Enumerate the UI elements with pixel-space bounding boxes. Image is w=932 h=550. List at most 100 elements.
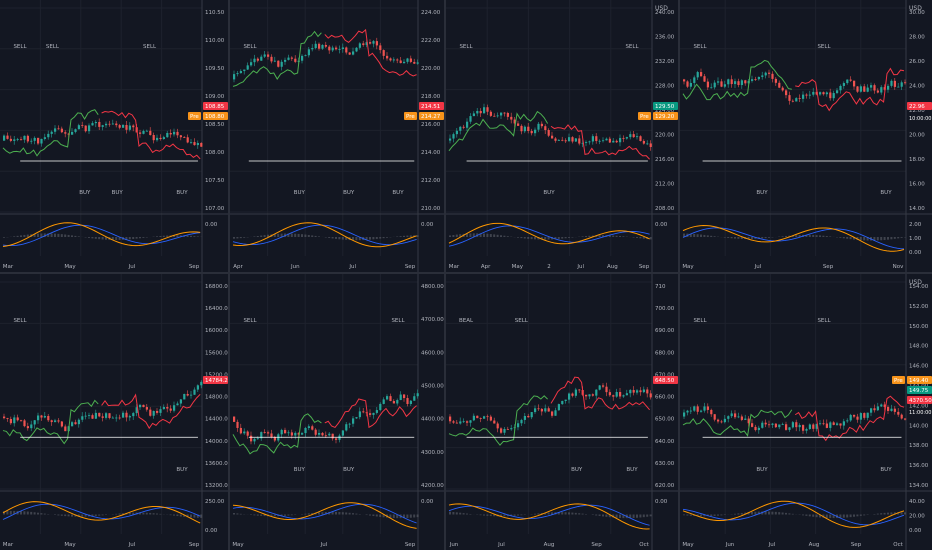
histogram-bar bbox=[842, 514, 845, 518]
histogram-bar bbox=[47, 233, 50, 237]
histogram-bar bbox=[642, 514, 645, 518]
candle-body bbox=[588, 141, 591, 143]
histogram-bar bbox=[808, 514, 811, 517]
trailing-stop-line bbox=[682, 59, 792, 101]
histogram-bar bbox=[118, 513, 121, 515]
candle-body bbox=[605, 138, 608, 141]
histogram-bar bbox=[128, 512, 131, 515]
chart-pane-8[interactable]: USD154.00152.00150.00148.00146.00144.001… bbox=[680, 274, 932, 550]
candle-body bbox=[101, 416, 104, 418]
candle-body bbox=[50, 420, 53, 423]
pane-divider[interactable] bbox=[0, 272, 932, 274]
candle-body bbox=[47, 133, 50, 138]
histogram-bar bbox=[33, 233, 36, 237]
candle-body bbox=[706, 81, 709, 88]
histogram-bar bbox=[111, 237, 114, 240]
candle-body bbox=[152, 135, 155, 141]
histogram-bar bbox=[520, 237, 523, 239]
time-tick-label: Apr bbox=[481, 264, 491, 270]
pane-divider[interactable] bbox=[228, 0, 230, 550]
candle-body bbox=[243, 431, 246, 434]
candle-body bbox=[757, 427, 760, 431]
candle-body bbox=[510, 428, 513, 430]
signal-label: SELL bbox=[817, 44, 831, 50]
candle-body bbox=[703, 76, 706, 82]
candle-body bbox=[683, 79, 686, 82]
candle-body bbox=[267, 432, 270, 434]
chart-pane-3[interactable]: USD 240.00 236.00 232.00 228.00 224.00 220.00 2… bbox=[446, 0, 678, 272]
pane-divider[interactable] bbox=[678, 0, 680, 550]
candle-body bbox=[506, 428, 509, 430]
histogram-bar bbox=[825, 514, 828, 518]
histogram-bar bbox=[256, 514, 259, 516]
histogram-bar bbox=[277, 233, 280, 237]
candle-body bbox=[608, 392, 611, 396]
candle-body bbox=[476, 110, 479, 114]
candle-body bbox=[632, 390, 635, 393]
histogram-bar bbox=[101, 514, 104, 516]
histogram-bar bbox=[406, 235, 409, 237]
candle-body bbox=[294, 58, 297, 62]
histogram-bar bbox=[125, 237, 128, 240]
price-badge-label: 14784.26 bbox=[205, 378, 228, 384]
candle-body bbox=[554, 138, 557, 141]
signal-label: BUY bbox=[176, 190, 188, 196]
time-tick-label: Jul bbox=[754, 264, 762, 270]
chart-pane-5[interactable]: 16800.00 16400.00 16000.00 15600.00 15200.00… bbox=[0, 274, 228, 550]
candle-body bbox=[730, 79, 733, 85]
candle-body bbox=[159, 409, 162, 413]
candle-body bbox=[280, 429, 283, 435]
histogram-bar bbox=[547, 512, 550, 515]
histogram-bar bbox=[122, 513, 124, 515]
chart-pane-2[interactable]: 224.00 222.00 220.00 218.00 216.00 214.00 212.… bbox=[230, 0, 444, 272]
histogram-bar bbox=[506, 514, 509, 517]
histogram-bar bbox=[236, 237, 239, 239]
histogram-bar bbox=[239, 237, 242, 239]
candle-body bbox=[459, 421, 462, 424]
histogram-bar bbox=[615, 514, 618, 518]
candle-body bbox=[829, 422, 832, 428]
pane-divider[interactable] bbox=[444, 0, 446, 550]
candle-body bbox=[554, 410, 557, 416]
chart-pane-7[interactable]: 710 700.00 690.00 680.00 670.00 660.00 650.00 6… bbox=[446, 274, 678, 550]
chart-svg: 710 700.00 690.00 680.00 670.00 660.00 650.00 6… bbox=[446, 274, 678, 550]
histogram-bar bbox=[166, 235, 169, 237]
chart-pane-1[interactable]: 110.50 110.00 109.50 109.00 108.50 108.00 107.… bbox=[0, 0, 228, 272]
histogram-bar bbox=[321, 512, 324, 515]
candle-body bbox=[98, 412, 101, 417]
histogram-bar bbox=[6, 511, 9, 515]
histogram-bar bbox=[622, 514, 625, 519]
histogram-bar bbox=[696, 234, 699, 237]
histogram-bar bbox=[372, 514, 375, 517]
candle-body bbox=[250, 435, 253, 442]
candle-body bbox=[88, 125, 91, 132]
candle-body bbox=[527, 415, 530, 418]
histogram-bar bbox=[233, 237, 235, 239]
candle-body bbox=[94, 412, 97, 419]
histogram-bar bbox=[700, 234, 702, 237]
histogram-bar bbox=[50, 233, 53, 237]
signal-label: BUY bbox=[880, 190, 892, 196]
histogram-bar bbox=[355, 237, 358, 241]
candle-body bbox=[585, 394, 588, 397]
price-tick-label: 218.00 bbox=[421, 94, 441, 100]
histogram-bar bbox=[887, 512, 889, 515]
price-tick-label: 146.00 bbox=[909, 364, 929, 370]
chart-pane-6[interactable]: 4800.00 4700.00 4600.00 4500.00 4400.00 4300.… bbox=[230, 274, 444, 550]
candle-body bbox=[853, 414, 856, 417]
candle-body bbox=[81, 125, 84, 126]
candle-body bbox=[328, 46, 331, 51]
candle-body bbox=[717, 81, 720, 83]
histogram-bar bbox=[54, 514, 56, 516]
histogram-bar bbox=[469, 233, 472, 237]
price-tick-label: 4800.00 bbox=[421, 284, 444, 290]
chart-pane-4[interactable]: USD 30.00 28.00 26.00 24.00 22.00 20.00 18.00 16… bbox=[680, 0, 932, 272]
candle-body bbox=[369, 42, 372, 44]
histogram-bar bbox=[335, 237, 337, 239]
histogram-bar bbox=[717, 514, 719, 516]
candle-body bbox=[81, 416, 84, 420]
histogram-bar bbox=[152, 513, 155, 515]
histogram-bar bbox=[825, 236, 828, 237]
histogram-bar bbox=[239, 513, 242, 515]
price-tick-label: 228.00 bbox=[655, 84, 675, 90]
